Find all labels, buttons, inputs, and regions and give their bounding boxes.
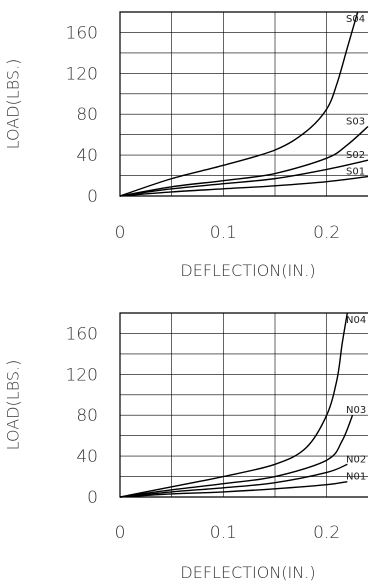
y-tick-label: 40: [76, 146, 98, 166]
x-ticks-top: 0 0.1 0.2: [115, 223, 341, 243]
y-axis-title-bottom: LOAD(LBS.): [4, 360, 23, 451]
x-axis-title-top: DEFLECTION(IN.): [180, 261, 315, 280]
series-label-s02: S02: [346, 150, 365, 161]
series-label-n04: N04: [346, 315, 366, 326]
series-labels-top: S04 S03 S02 S01: [346, 14, 365, 178]
y-tick-label: 40: [76, 447, 98, 467]
series-line-s04: [119, 11, 359, 197]
x-tick-label: 0: [115, 223, 126, 243]
series-label-s03: S03: [346, 116, 365, 127]
x-tick-label: 0: [115, 523, 126, 543]
plot-frame: [119, 312, 368, 498]
y-tick-label: 0: [87, 187, 98, 207]
series-label-n03: N03: [346, 405, 366, 416]
y-ticks-bottom: 160 120 80 40 0: [66, 324, 98, 508]
grid-top: [119, 11, 368, 197]
series-line-n03: [119, 414, 354, 498]
y-tick-label: 0: [87, 488, 98, 508]
x-tick-label: 0.1: [210, 223, 237, 243]
x-tick-label: 0.2: [313, 523, 340, 543]
x-tick-label: 0.1: [210, 523, 237, 543]
series-label-s04: S04: [346, 14, 365, 25]
series-label-s01: S01: [346, 167, 365, 178]
chart-bottom: N04 N03 N02 N01 160 120 80 40 0 0 0.1 0.2 LOAD(LB…: [4, 312, 368, 582]
y-tick-label: 80: [76, 105, 98, 125]
series-label-n02: N02: [346, 454, 366, 465]
curves-top: [119, 11, 369, 197]
plot-frame: [119, 11, 368, 197]
y-ticks-top: 160 120 80 40 0: [66, 23, 98, 207]
x-axis-title-bottom: DEFLECTION(IN.): [180, 563, 315, 582]
y-tick-label: 120: [66, 365, 98, 385]
series-line-s01: [119, 175, 369, 197]
y-tick-label: 80: [76, 406, 98, 426]
y-tick-label: 160: [66, 324, 98, 344]
y-tick-label: 160: [66, 23, 98, 43]
y-tick-label: 120: [66, 64, 98, 84]
series-line-s03: [119, 125, 369, 197]
series-label-n01: N01: [346, 472, 366, 483]
chart-top: S04 S03 S02 S01 160 120 80 40 0 0 0.1 0.2 LOAD(LB…: [4, 11, 369, 280]
series-line-n01: [119, 480, 348, 498]
series-labels-bottom: N04 N03 N02 N01: [346, 315, 366, 483]
series-line-s02: [119, 159, 369, 197]
y-axis-title-top: LOAD(LBS.): [4, 59, 23, 150]
x-tick-label: 0.2: [313, 223, 340, 243]
x-ticks-bottom: 0 0.1 0.2: [115, 523, 341, 543]
curves-bottom: [119, 312, 354, 498]
series-line-n02: [119, 463, 348, 498]
series-line-n04: [119, 312, 349, 498]
